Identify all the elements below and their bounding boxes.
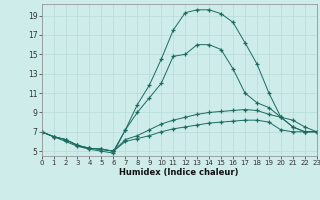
X-axis label: Humidex (Indice chaleur): Humidex (Indice chaleur): [119, 168, 239, 177]
